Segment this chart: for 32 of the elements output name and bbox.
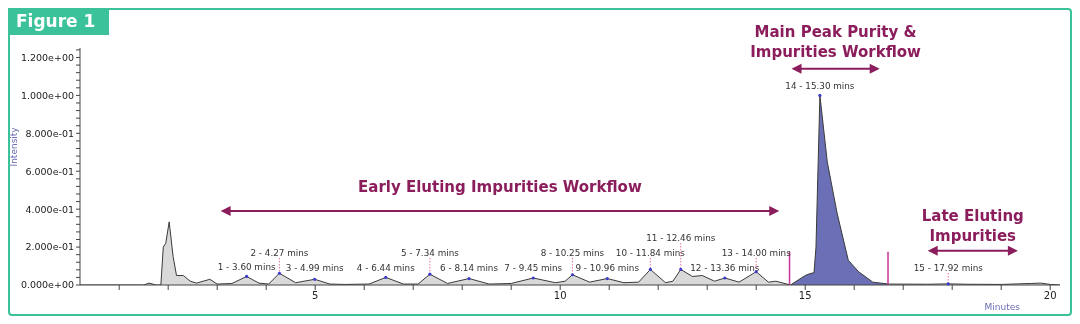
annotation: 15 - 17.92 mins [913,263,984,273]
x-tick-label: 10 [553,290,567,302]
annotation: Early Eluting Impurities Workflow [358,178,642,197]
y-tick-label: 8.000e-01 [25,127,74,139]
annotation: 10 - 11.84 mins [615,248,686,258]
annotation: 5 - 7.34 mins [400,248,460,258]
y-axis-title: Intensity [9,126,20,167]
annotation: 2 - 4.27 mins [250,248,309,258]
x-tick-label: 15 [798,290,812,302]
annotation: 12 - 13.36 mins [690,263,760,273]
x-axis-title: Minutes [984,302,1021,312]
x-tick-label: 20 [1043,290,1057,302]
annotation: 4 - 6.44 mins [356,263,416,273]
annotation: 6 - 8.14 mins [440,263,499,273]
annotation: 3 - 4.99 mins [285,263,345,273]
chart-title: Figure 1 [8,8,110,35]
annotation: 7 - 9.45 mins [504,263,563,273]
y-tick-label: 6.000e-01 [25,165,74,177]
annotation: 9 - 10.96 mins [575,263,640,273]
annotation: 13 - 14.00 mins [721,248,792,258]
annotation: 8 - 10.25 mins [540,248,605,258]
y-tick-label: 1.000e+00 [20,89,74,101]
x-tick-label: 5 [312,290,319,302]
annotation: Main Peak Purity & Impurities Workflow [750,22,922,61]
y-tick-label: 4.000e-01 [25,203,74,215]
annotation: 14 - 15.30 mins [785,81,855,92]
y-tick-label: 1.200e+00 [20,51,74,63]
y-tick-label: 0.000e+00 [20,279,74,291]
annotation: 1 - 3.60 mins [217,262,276,273]
annotation: 11 - 12.46 mins [646,233,716,243]
y-tick-label: 2.000e-01 [25,241,74,253]
annotation: Late Eluting Impurities [921,206,1024,245]
